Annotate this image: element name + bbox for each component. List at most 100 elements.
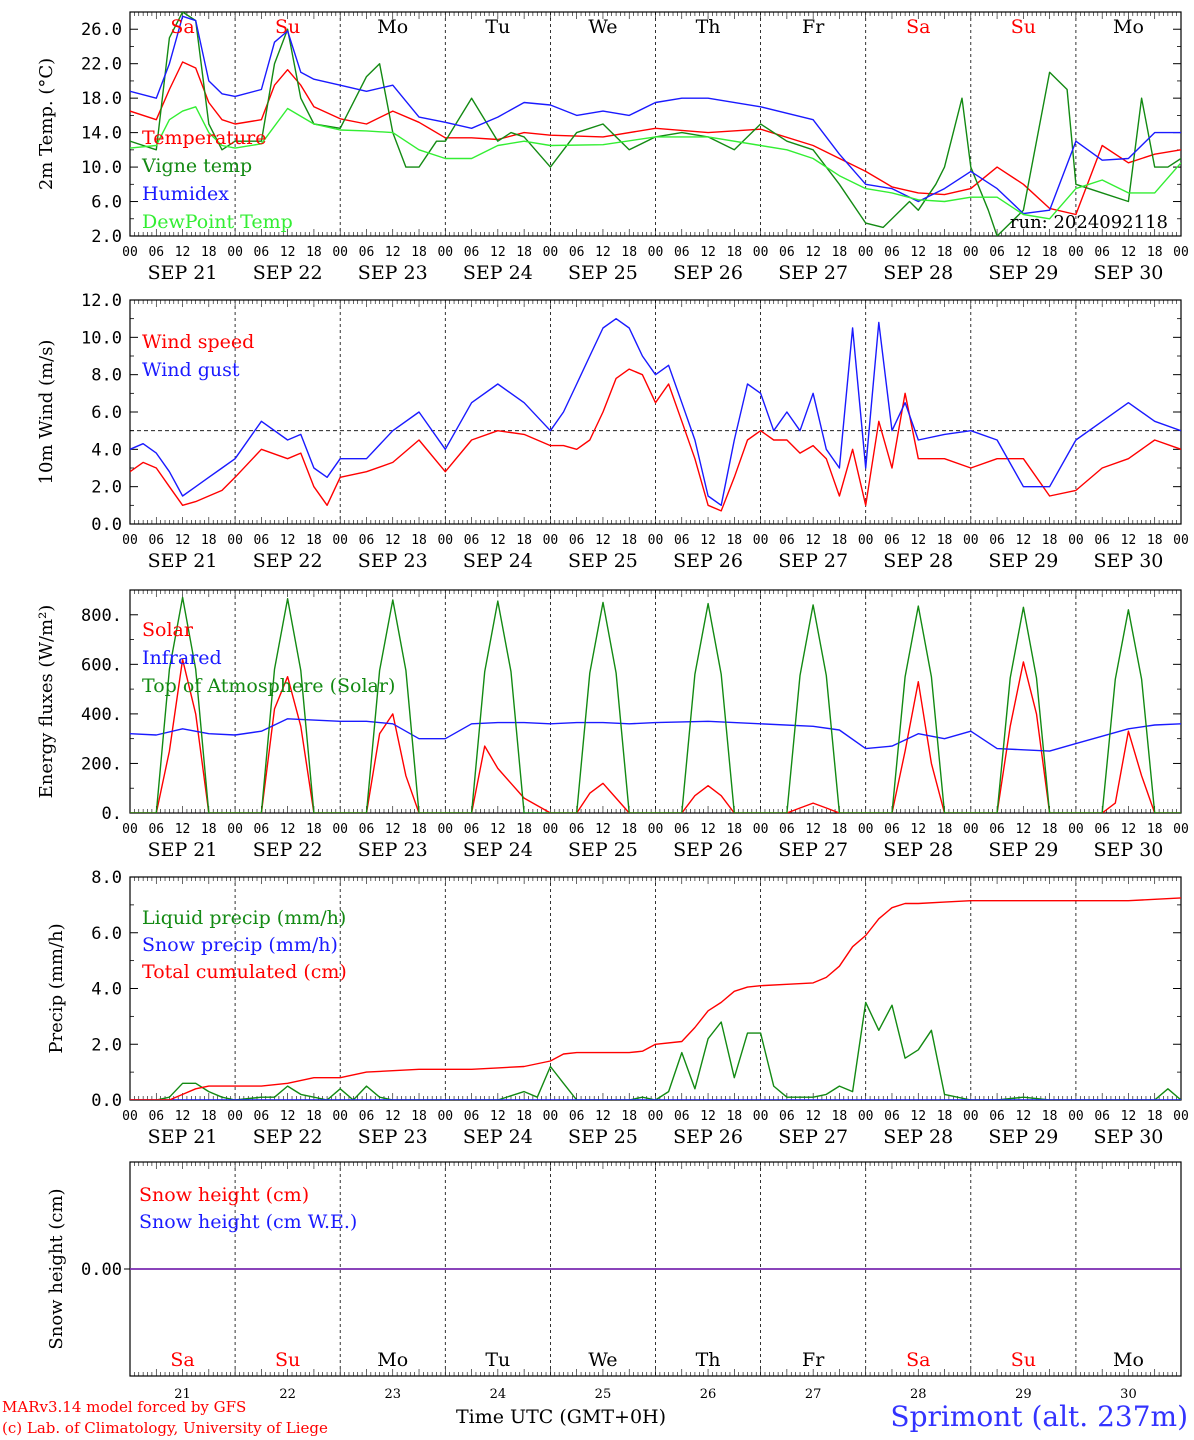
panel-2-hour-label: 18 — [201, 533, 217, 548]
panel-4-hour-label: 18 — [306, 1109, 322, 1124]
panel-3-hour-label: 00 — [1068, 822, 1084, 837]
weekday-label: Sa — [170, 1349, 194, 1371]
panel-4-hour-label: 00 — [648, 1109, 664, 1124]
panel-2-y-tick-label: 12.0 — [81, 291, 122, 311]
panel-2-y-tick-label: 10.0 — [81, 328, 122, 348]
panel-1-hour-label: 12 — [595, 245, 611, 260]
panel-2-hour-label: 12 — [595, 533, 611, 548]
panel-3-hour-label: 00 — [332, 822, 348, 837]
panel-1-y-tick-label: 6.0 — [91, 193, 122, 213]
panel-2-hour-label: 00 — [543, 533, 559, 548]
panel-3-hour-label: 12 — [700, 822, 716, 837]
panel-1-date-label: SEP 22 — [253, 262, 323, 284]
panel-3-y-tick-label: 400. — [81, 705, 122, 725]
panel-4-hour-label: 06 — [1094, 1109, 1110, 1124]
panel-3-hour-label: 12 — [1016, 822, 1032, 837]
panel-3-hour-label: 12 — [805, 822, 821, 837]
panel-2-hour-label: 06 — [779, 533, 795, 548]
panel-2-hour-label: 00 — [648, 533, 664, 548]
panel-4-date-label: SEP 29 — [988, 1126, 1058, 1148]
panel-3-hour-label: 18 — [516, 822, 532, 837]
panel-4-date-label: SEP 25 — [568, 1126, 638, 1148]
panel-1-hour-label: 00 — [963, 245, 979, 260]
panel-4-hour-label: 06 — [779, 1109, 795, 1124]
panel-1-date-label: SEP 27 — [778, 262, 848, 284]
panel-2-hour-label: 18 — [411, 533, 427, 548]
panel-4-hour-label: 12 — [1016, 1109, 1032, 1124]
panel-1-legend-entry: Humidex — [142, 183, 229, 205]
weekday-label: We — [588, 1349, 617, 1371]
panel-2-date-label: SEP 30 — [1094, 550, 1164, 572]
panel-4-hour-label: 06 — [464, 1109, 480, 1124]
panel-4-hour-label: 18 — [726, 1109, 742, 1124]
panel-1-date-label: SEP 30 — [1094, 262, 1164, 284]
panel-4-hour-label: 06 — [989, 1109, 1005, 1124]
panel-4-y-axis-label: Precip (mm/h) — [46, 923, 67, 1053]
panel-1-y-tick-label: 14.0 — [81, 124, 122, 144]
panel-2-hour-label: 06 — [148, 533, 164, 548]
panel-3-hour-label: 06 — [148, 822, 164, 837]
panel-4-date-label: SEP 23 — [358, 1126, 428, 1148]
panel-1-hour-label: 18 — [937, 245, 953, 260]
panel-2-hour-label: 00 — [122, 533, 138, 548]
panel-1-hour-label: 18 — [726, 245, 742, 260]
panel-3-legend-entry: Solar — [142, 619, 194, 641]
panel-1-hour-label: 06 — [1094, 245, 1110, 260]
panel-2-hour-label: 18 — [621, 533, 637, 548]
panel-3-legend-entry: Infrared — [142, 647, 222, 669]
panel-1-hour-label: 00 — [332, 245, 348, 260]
panel-2-hour-label: 12 — [490, 533, 506, 548]
panel-2-hour-label: 18 — [937, 533, 953, 548]
panel-2-hour-label: 12 — [1121, 533, 1137, 548]
panel-3-y-tick-label: 600. — [81, 655, 122, 675]
panel-3-hour-label: 00 — [122, 822, 138, 837]
panel-1-y-tick-label: 2.0 — [91, 227, 122, 247]
panel-1-hour-label: 18 — [201, 245, 217, 260]
panel-3-hour-label: 06 — [989, 822, 1005, 837]
day-number-label: 23 — [384, 1387, 401, 1402]
weekday-label: Mo — [377, 1349, 408, 1371]
panel-2-hour-label: 06 — [569, 533, 585, 548]
panel-3-hour-label: 06 — [359, 822, 375, 837]
panel-3-series-line-3 — [130, 596, 1181, 813]
day-number-label: 21 — [174, 1387, 191, 1402]
panel-1-date-label: SEP 24 — [463, 262, 533, 284]
panel-3-date-label: SEP 25 — [568, 839, 638, 861]
weekday-label: Su — [275, 1349, 300, 1371]
panel-3-hour-label: 12 — [175, 822, 191, 837]
panel-1-legend-entry: DewPoint Temp — [142, 211, 293, 233]
panel-3-date-label: SEP 30 — [1094, 839, 1164, 861]
panel-4-hour-label: 00 — [858, 1109, 874, 1124]
panel-3-y-tick-label: 800. — [81, 606, 122, 626]
panel-2-hour-label: 12 — [805, 533, 821, 548]
panel-1-y-tick-label: 22.0 — [81, 55, 122, 75]
panel-2-y-axis-label: 10m Wind (m/s) — [36, 340, 57, 485]
weekday-label: Mo — [377, 16, 408, 38]
panel-2-hour-label: 18 — [726, 533, 742, 548]
panel-2-hour-label: 00 — [437, 533, 453, 548]
panel-1-hour-label: 06 — [569, 245, 585, 260]
panel-2-hour-label: 00 — [227, 533, 243, 548]
panel-2-hour-label: 00 — [1068, 533, 1084, 548]
panel-1-date-label: SEP 23 — [358, 262, 428, 284]
panel-3-date-label: SEP 27 — [778, 839, 848, 861]
panel-1-legend-entry: Vigne temp — [141, 155, 252, 177]
panel-2-date-label: SEP 23 — [358, 550, 428, 572]
panel-3-series-line-1 — [130, 658, 1181, 813]
panel-3-hour-label: 00 — [648, 822, 664, 837]
panel-3-hour-label: 18 — [621, 822, 637, 837]
panel-3-legend-entry: Top of Atmosphere (Solar) — [142, 675, 395, 697]
panel-2-hour-label: 12 — [910, 533, 926, 548]
panel-2-hour-label: 18 — [516, 533, 532, 548]
panel-3-hour-label: 06 — [569, 822, 585, 837]
panel-2-hour-label: 00 — [963, 533, 979, 548]
panel-3-hour-label: 12 — [385, 822, 401, 837]
panel-1-y-axis-label: 2m Temp. (°C) — [36, 58, 57, 190]
panel-4-date-label: SEP 24 — [463, 1126, 533, 1148]
panel-1-hour-label: 06 — [254, 245, 270, 260]
panel-1-hour-label: 18 — [832, 245, 848, 260]
panel-2-date-label: SEP 24 — [463, 550, 533, 572]
panel-4-hour-label: 12 — [595, 1109, 611, 1124]
panel-4-hour-label: 18 — [516, 1109, 532, 1124]
panel-2-hour-label: 00 — [1173, 533, 1189, 548]
